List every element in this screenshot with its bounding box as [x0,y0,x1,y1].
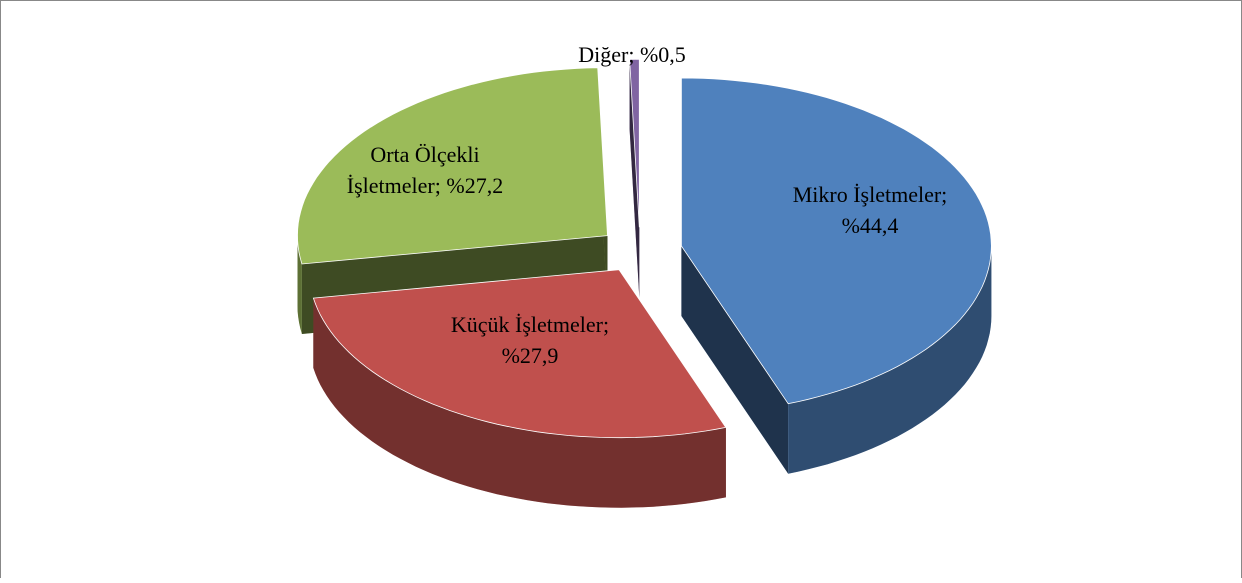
data-label: %27,9 [502,343,559,368]
slice-side [788,246,992,474]
slice-side [313,298,726,508]
slice-shade [788,246,992,474]
tops [297,58,992,439]
data-label: İşletmeler; %27,2 [347,173,503,198]
pie-slice [681,77,992,405]
pie-slice [629,58,640,228]
pie-slice [312,269,727,439]
data-label: Mikro İşletmeler; [793,182,948,207]
pie-slice [297,67,608,265]
slice-shade [313,298,726,508]
data-label: Orta Ölçekli [370,142,479,167]
data-label: Küçük İşletmeler; [451,312,609,337]
slice-shade [629,59,640,298]
data-label: Diğer; %0,5 [578,42,686,67]
data-label: %44,4 [842,213,899,238]
slice-shade [681,246,789,474]
